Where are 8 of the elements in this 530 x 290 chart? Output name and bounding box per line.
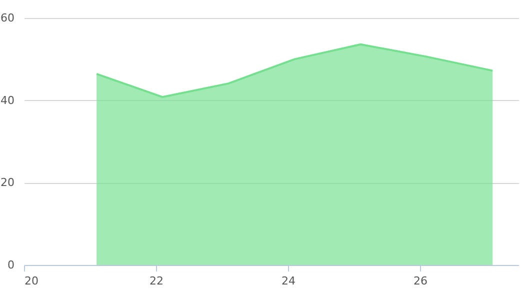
y-tick-label: 60 xyxy=(0,12,14,24)
x-tick-label: 22 xyxy=(150,274,164,288)
y-tick-label: 40 xyxy=(0,94,14,107)
y-tick-label: 20 xyxy=(0,176,14,190)
x-tick-label: 24 xyxy=(282,274,296,288)
y-tick-label: 0 xyxy=(8,258,14,272)
x-tick-label: 26 xyxy=(414,274,428,288)
x-tick-label: 20 xyxy=(24,274,38,288)
